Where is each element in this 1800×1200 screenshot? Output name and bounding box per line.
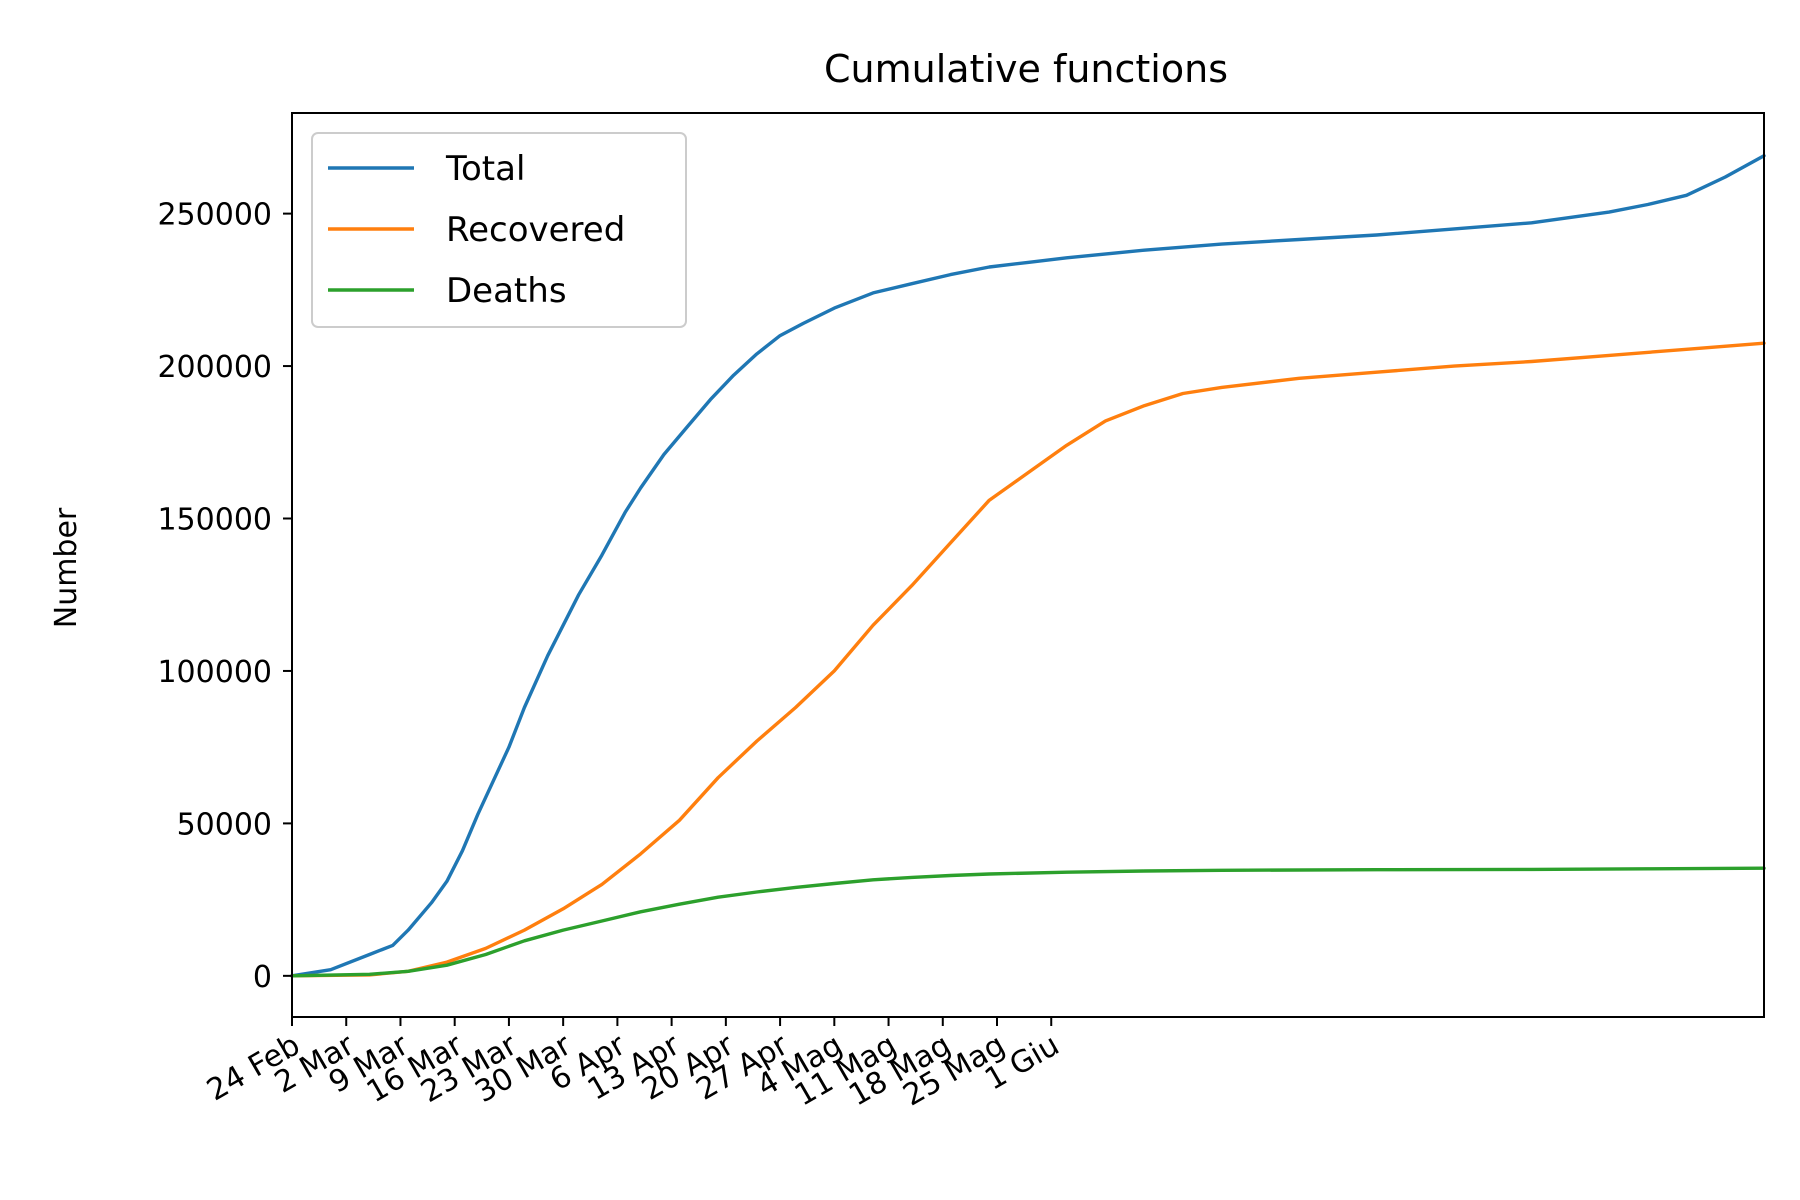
y-tick-label: 0 <box>253 960 272 995</box>
series-line-deaths <box>290 866 1766 978</box>
plot-area <box>290 153 1766 978</box>
series-line-recovered <box>290 341 1766 978</box>
legend: Total Recovered Deaths <box>311 132 687 328</box>
series-line-total <box>290 153 1766 978</box>
y-tick-label: 250000 <box>157 198 272 233</box>
y-tick-label: 50000 <box>177 807 272 842</box>
y-axis-label: Number <box>49 507 84 628</box>
y-tick-label: 100000 <box>157 655 272 690</box>
legend-label: Deaths <box>446 271 567 311</box>
y-tick-label: 150000 <box>157 503 272 538</box>
plot-frame <box>291 112 1765 1018</box>
legend-label: Total <box>445 149 525 189</box>
legend-label: Recovered <box>446 210 625 250</box>
chart-title: Cumulative functions <box>824 47 1228 91</box>
legend-box <box>311 132 687 328</box>
y-axis: 0 50000 100000 150000 200000 250000 <box>157 198 292 995</box>
y-tick-label: 200000 <box>157 350 272 385</box>
